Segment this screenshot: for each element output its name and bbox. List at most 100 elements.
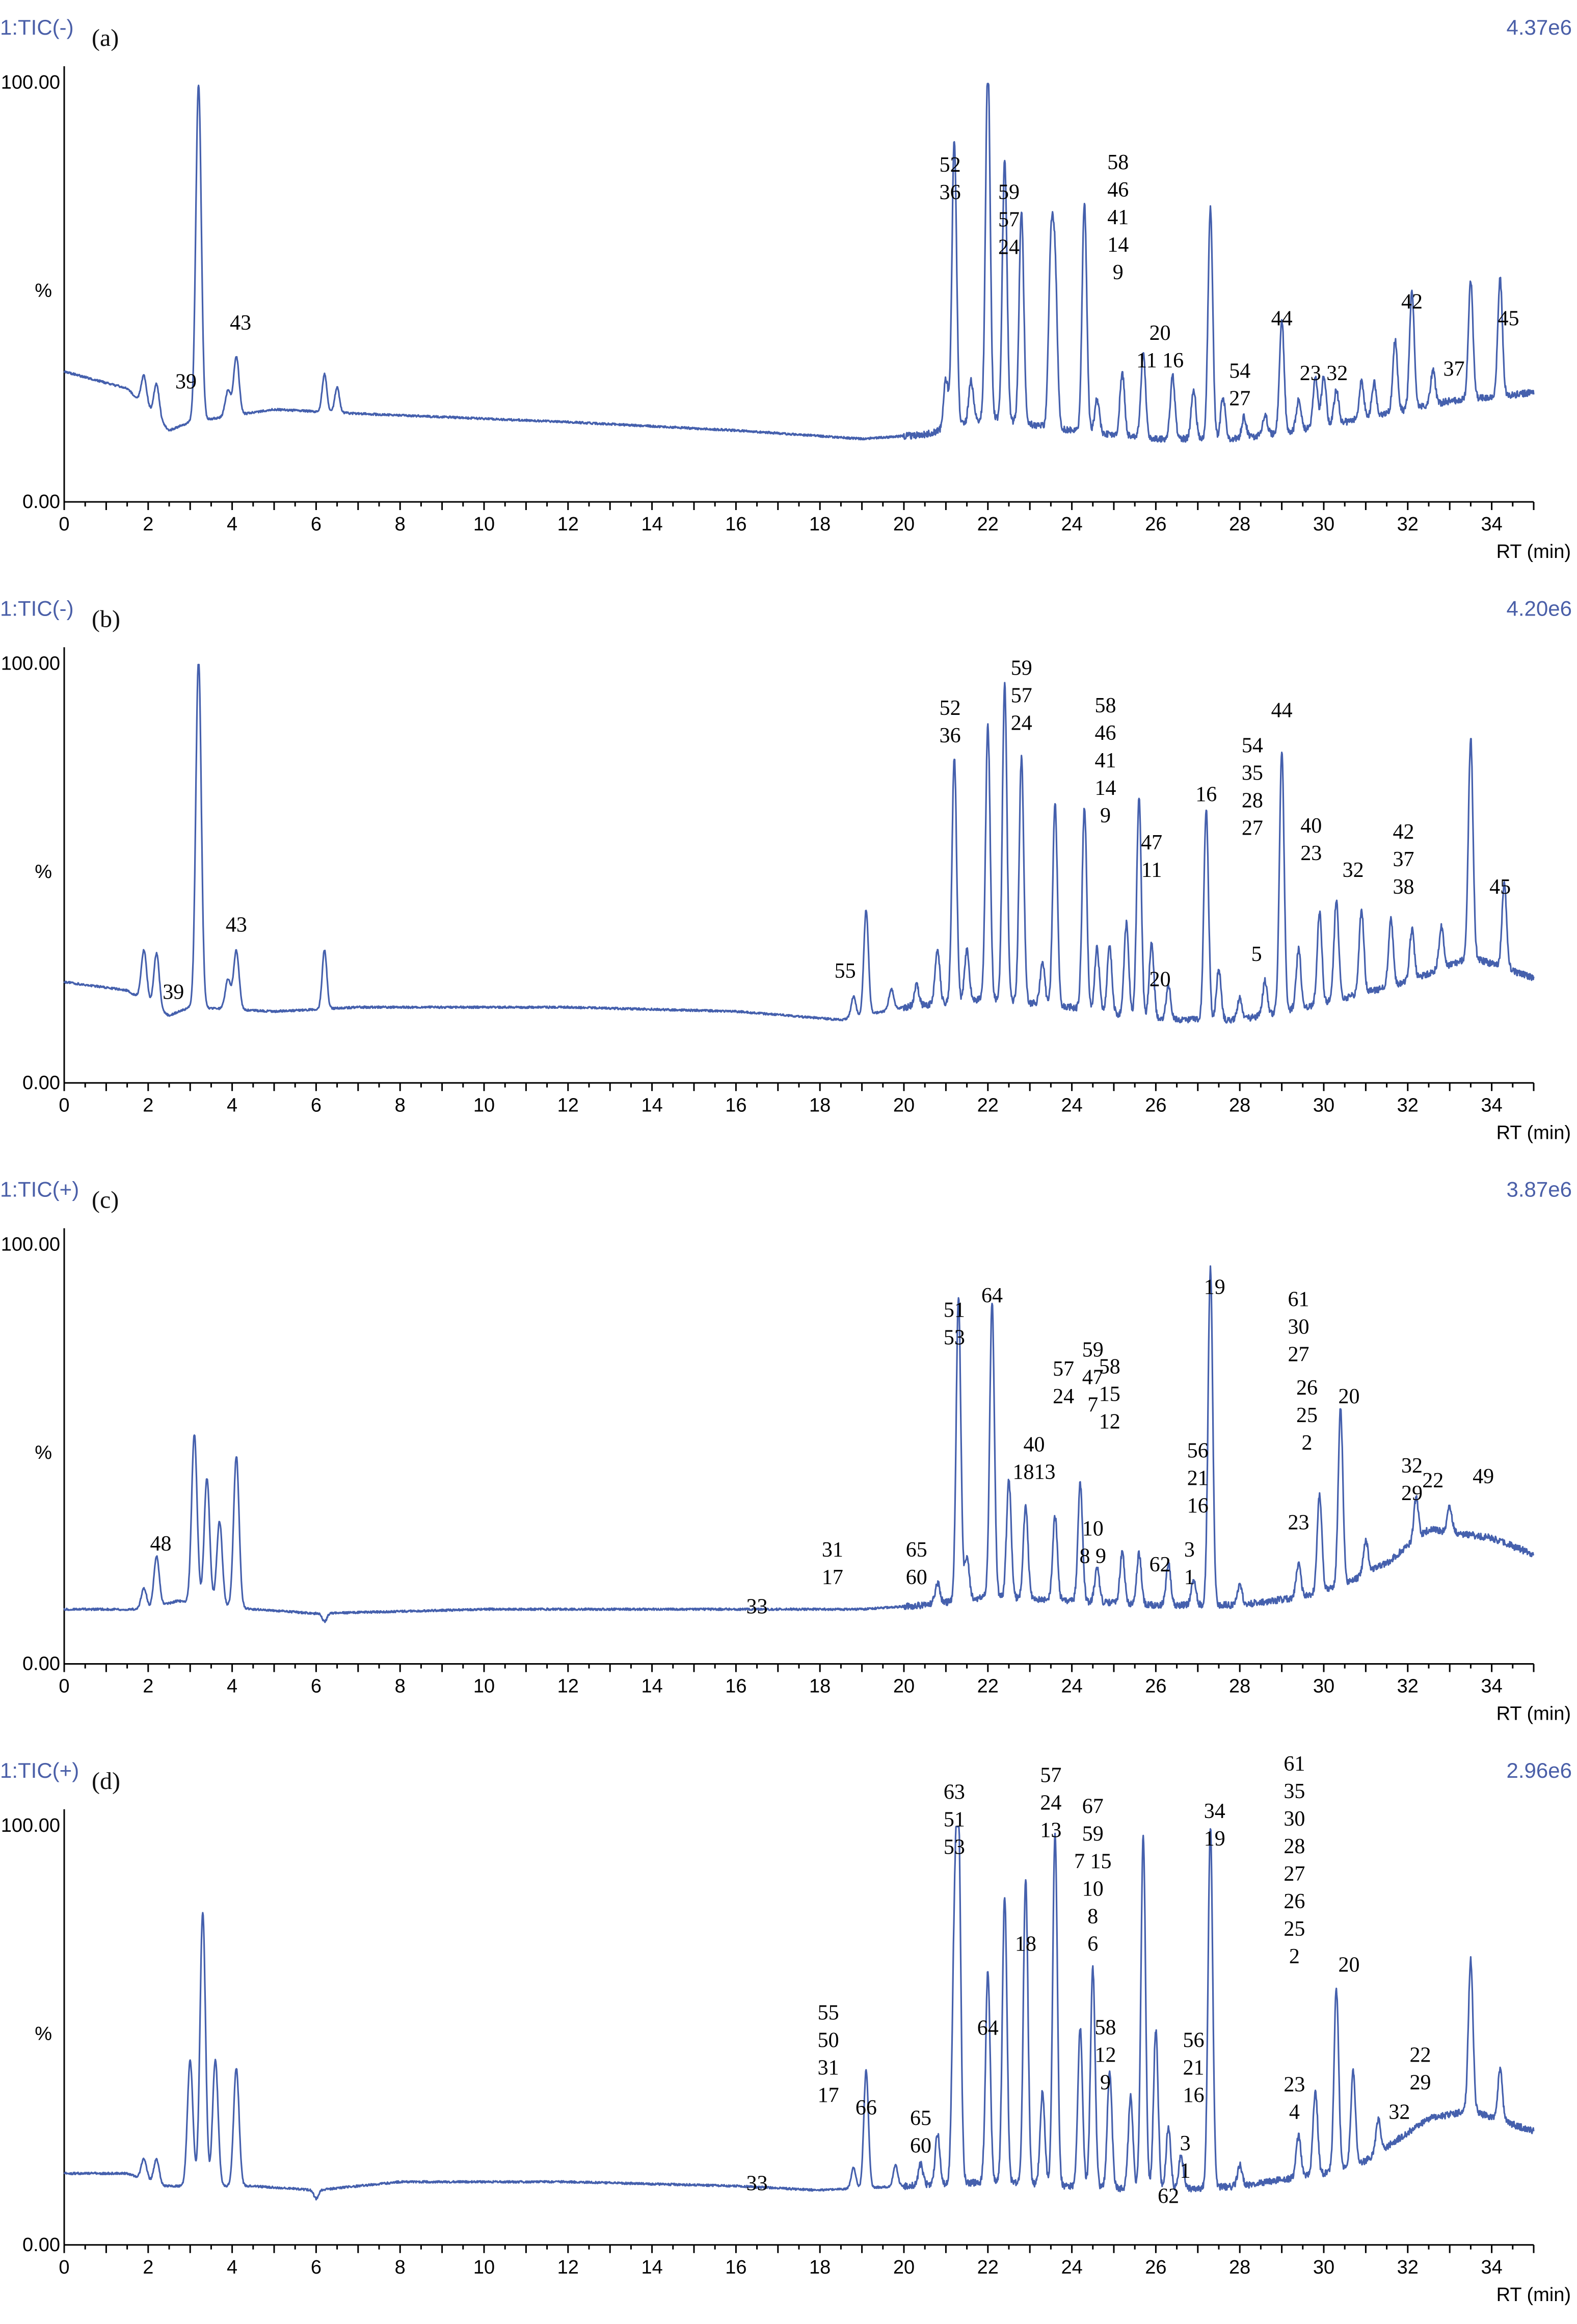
x-tick-label: 20 bbox=[893, 1676, 915, 1697]
peak-label: 7 bbox=[1087, 1394, 1098, 1417]
peak-label: 19 bbox=[1204, 1827, 1225, 1851]
peak-label: 61 bbox=[1284, 1752, 1305, 1776]
x-tick-label: 32 bbox=[1397, 2257, 1419, 2278]
peak-label: 17 bbox=[818, 2083, 839, 2107]
peak-label: 17 bbox=[822, 1566, 843, 1589]
x-tick-label: 16 bbox=[725, 514, 746, 535]
peak-label: 12 bbox=[1095, 2044, 1116, 2067]
peak-label: 39 bbox=[163, 980, 184, 1004]
intensity-label: 4.20e6 bbox=[1507, 596, 1572, 620]
tic-trace-line bbox=[63, 1265, 1535, 1623]
peak-label: 22 bbox=[1422, 1469, 1444, 1492]
peak-label: 13 bbox=[1040, 1819, 1061, 1842]
x-tick-label: 16 bbox=[725, 1676, 746, 1697]
peak-label: 54 bbox=[1229, 359, 1250, 383]
peak-label: 21 bbox=[1187, 1467, 1209, 1490]
peak-label: 16 bbox=[1195, 783, 1217, 807]
x-tick-label: 26 bbox=[1145, 1676, 1166, 1697]
peak-label: 15 bbox=[1099, 1383, 1120, 1406]
peak-label: 55 bbox=[818, 2001, 839, 2024]
peak-label: 1 bbox=[1180, 2159, 1191, 2183]
peak-label: 14 bbox=[1107, 233, 1129, 257]
x-tick-label: 34 bbox=[1481, 1676, 1502, 1697]
trace-label: 1:TIC(+) bbox=[0, 1758, 79, 1782]
peak-label: 59 bbox=[1082, 1339, 1104, 1362]
x-tick-label: 6 bbox=[311, 2257, 322, 2278]
x-tick-label: 10 bbox=[473, 514, 495, 535]
x-tick-label: 22 bbox=[977, 514, 999, 535]
x-tick-label: 10 bbox=[473, 2257, 495, 2278]
peak-label: 24 bbox=[1040, 1792, 1061, 1815]
peak-label: 53 bbox=[944, 1326, 965, 1350]
peak-label: 32 bbox=[1388, 2100, 1410, 2124]
peak-label: 29 bbox=[1410, 2071, 1431, 2095]
peak-label: 18 bbox=[1015, 1932, 1036, 1956]
x-tick-label: 20 bbox=[893, 2257, 915, 2278]
peak-label: 48 bbox=[150, 1532, 172, 1556]
peak-label: 59 bbox=[1082, 1822, 1104, 1846]
x-tick-label: 4 bbox=[227, 514, 237, 535]
peak-label: 40 bbox=[1023, 1433, 1045, 1457]
x-tick-label: 20 bbox=[893, 1094, 915, 1116]
x-tick-label: 28 bbox=[1229, 1094, 1250, 1116]
peak-label: 1 bbox=[1184, 1566, 1195, 1589]
x-tick-label: 26 bbox=[1145, 1094, 1166, 1116]
peak-label: 20 bbox=[1338, 1385, 1359, 1408]
peak-label: 9 bbox=[1100, 2071, 1111, 2095]
peak-label: 23 32 bbox=[1300, 362, 1348, 385]
peak-label: 36 bbox=[940, 181, 961, 204]
peak-label: 45 bbox=[1489, 875, 1511, 899]
peak-label: 39 bbox=[175, 370, 197, 393]
x-tick-label: 18 bbox=[809, 514, 831, 535]
peak-label: 40 bbox=[1300, 814, 1322, 838]
peak-label: 29 bbox=[1401, 1482, 1423, 1505]
peak-label: 60 bbox=[906, 1566, 927, 1589]
peak-label: 16 bbox=[1183, 2083, 1205, 2107]
x-tick-label: 0 bbox=[59, 2257, 69, 2278]
y-axis-label: % bbox=[35, 2023, 52, 2044]
peak-label: 54 bbox=[1242, 734, 1263, 758]
tic-trace-line bbox=[63, 83, 1535, 443]
intensity-label: 3.87e6 bbox=[1507, 1178, 1572, 1201]
x-tick-label: 6 bbox=[311, 514, 322, 535]
x-tick-label: 0 bbox=[59, 514, 69, 535]
peak-label: 45 bbox=[1498, 307, 1519, 331]
peak-label: 46 bbox=[1095, 722, 1116, 745]
x-tick-label: 28 bbox=[1229, 2257, 1250, 2278]
y-axis-label: % bbox=[35, 861, 52, 883]
peak-label: 9 bbox=[1113, 261, 1124, 284]
x-tick-label: 24 bbox=[1061, 1676, 1082, 1697]
peak-label: 38 bbox=[1393, 875, 1414, 899]
panel-label: (b) bbox=[92, 605, 120, 632]
x-tick-label: 4 bbox=[227, 2257, 237, 2278]
peak-label: 2 bbox=[1302, 1431, 1313, 1455]
panel-label: (a) bbox=[92, 24, 119, 51]
panel-label: (d) bbox=[92, 1768, 120, 1795]
peak-label: 64 bbox=[977, 2016, 999, 2040]
x-tick-label: 32 bbox=[1397, 1676, 1419, 1697]
y-tick-label-bottom: 0.00 bbox=[22, 1072, 60, 1093]
peak-label: 26 bbox=[1284, 1890, 1305, 1913]
peak-label: 55 bbox=[835, 959, 856, 983]
trace-label: 1:TIC(-) bbox=[0, 596, 74, 620]
x-tick-label: 12 bbox=[557, 1094, 579, 1116]
x-tick-label: 22 bbox=[977, 1676, 999, 1697]
x-tick-label: 12 bbox=[557, 1676, 579, 1697]
peak-label: 42 bbox=[1393, 820, 1414, 844]
peak-label: 43 bbox=[226, 913, 247, 937]
peak-label: 28 bbox=[1242, 789, 1263, 813]
peak-label: 36 bbox=[940, 724, 961, 747]
peak-label: 51 bbox=[944, 1808, 965, 1832]
peak-label: 23 bbox=[1300, 842, 1322, 865]
peak-label: 43 bbox=[230, 311, 251, 335]
x-tick-label: 14 bbox=[641, 514, 662, 535]
x-tick-label: 34 bbox=[1481, 2257, 1502, 2278]
peak-label: 11 16 bbox=[1136, 349, 1184, 372]
peak-label: 31 bbox=[818, 2056, 839, 2079]
peak-label: 25 bbox=[1284, 1917, 1305, 1941]
peak-label: 26 bbox=[1296, 1376, 1318, 1400]
peak-label: 33 bbox=[746, 1595, 768, 1619]
peak-label: 41 bbox=[1095, 749, 1116, 772]
peak-label: 27 bbox=[1242, 817, 1263, 840]
peak-label: 58 bbox=[1099, 1355, 1120, 1379]
